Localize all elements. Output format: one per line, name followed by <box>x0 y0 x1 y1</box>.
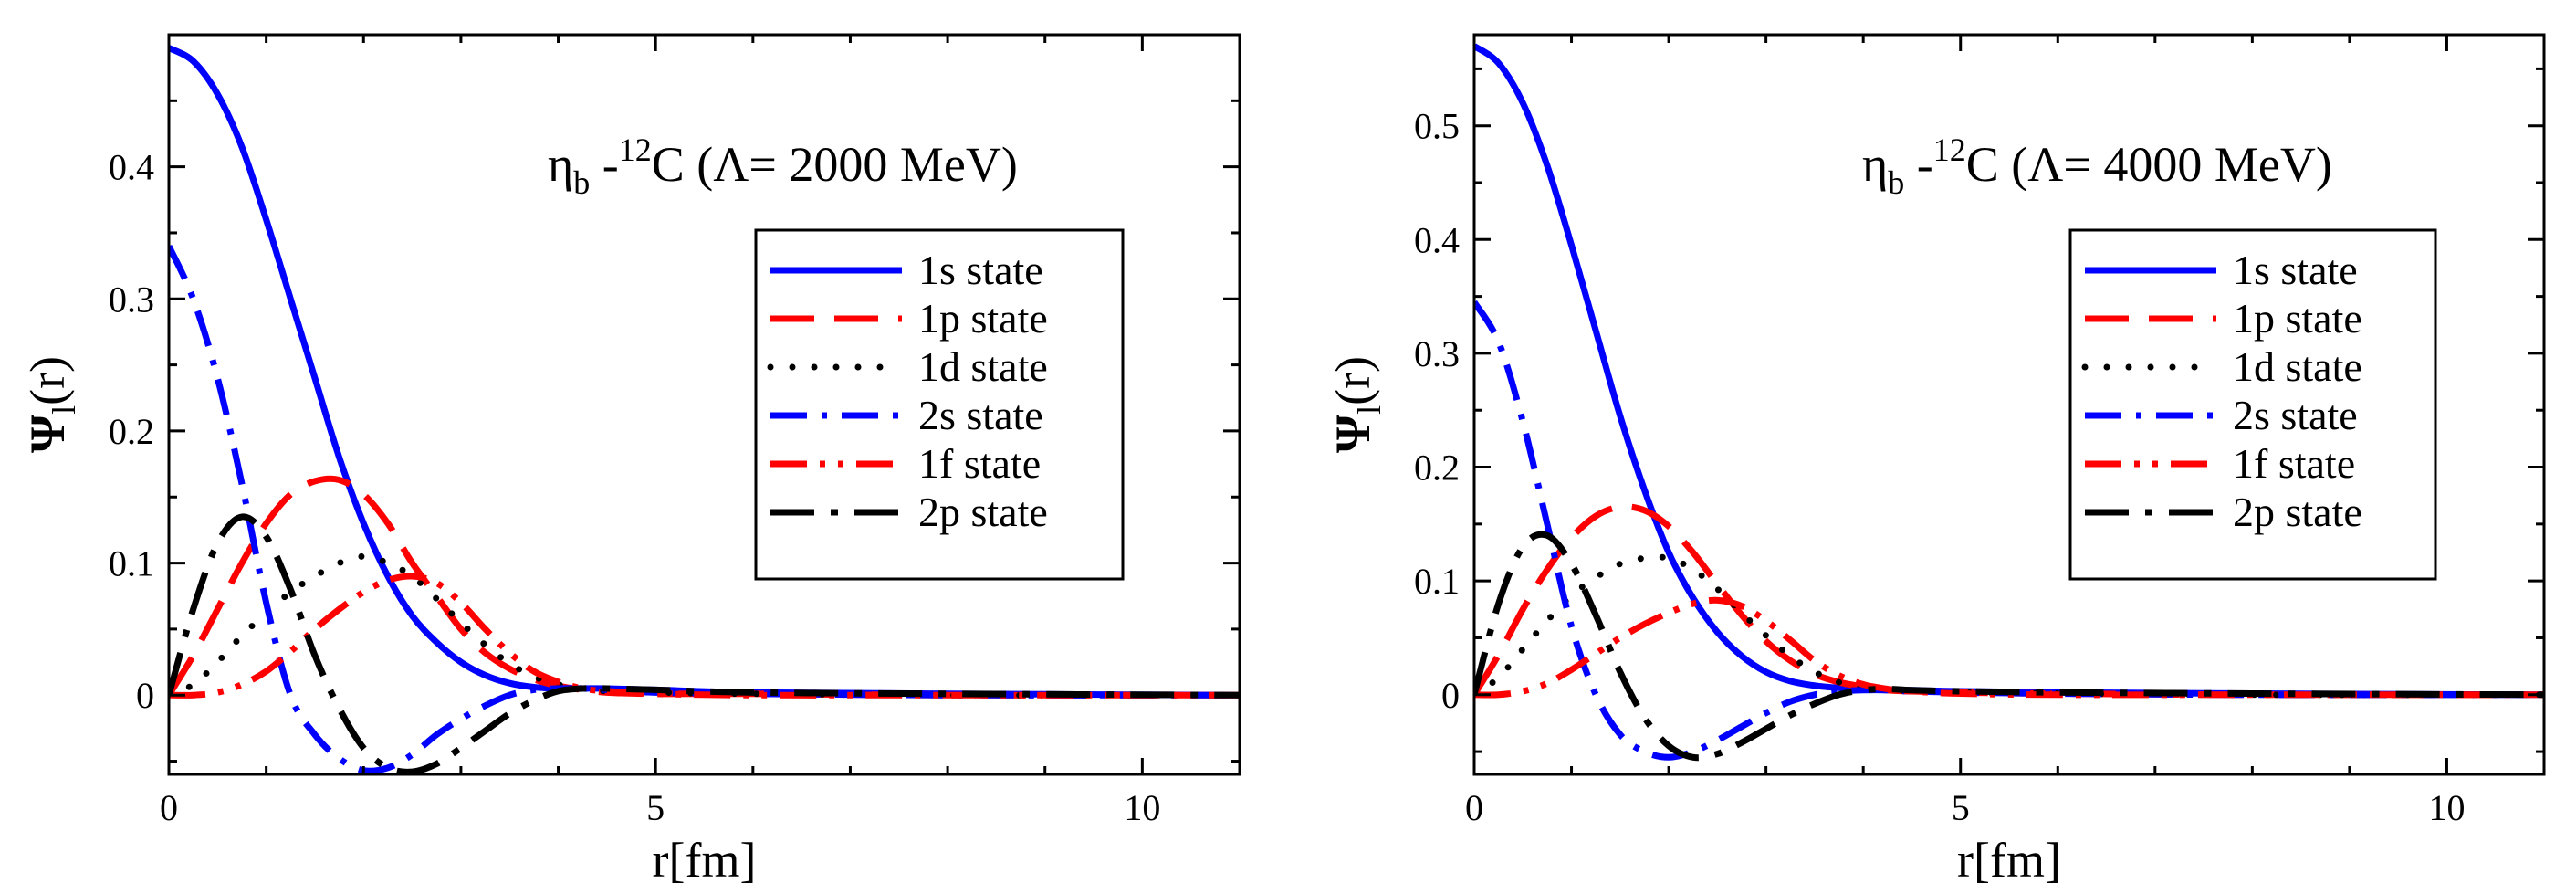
y-tick-label: 0.2 <box>1414 447 1460 489</box>
legend-box <box>754 228 1125 581</box>
y-tick-label: 0.1 <box>109 543 154 584</box>
chart-annotation: ηb -12C (Λ= 4000 MeV) <box>1862 131 2332 201</box>
x-tick-label: 0 <box>1465 787 1483 828</box>
legend-label: 1d state <box>918 343 1048 390</box>
legend-label: 2s state <box>918 392 1043 438</box>
y-tick-label: 0 <box>136 675 154 716</box>
y-axis-label-sub: l <box>1351 405 1387 415</box>
legend-label: 1s state <box>2233 247 2358 293</box>
plot-frame <box>1472 33 2546 776</box>
legend-label: 2p state <box>918 489 1048 535</box>
y-axis-label: Ψl(r) <box>20 356 82 453</box>
y-axis-label-main: Ψ <box>1325 415 1380 453</box>
x-axis-label: r[fm] <box>653 833 757 888</box>
series-line-1f-state <box>1474 596 2544 699</box>
chart-annotation: ηb -12C (Λ= 2000 MeV) <box>548 131 1018 201</box>
y-axis-label-sub: l <box>46 405 82 415</box>
x-tick-label: 5 <box>646 787 665 828</box>
legend-label: 1f state <box>918 440 1041 487</box>
legend-label: 2p state <box>2233 489 2362 535</box>
x-tick-label: 10 <box>2428 787 2465 828</box>
series-line-2p-state <box>169 513 1240 774</box>
chart-panel-1: 0 5 10 0 0.1 0.2 0.3 0.4 r[fm] Ψl(r) ηb -12C (Λ= 2… <box>20 33 1241 888</box>
y-tick-label: 0 <box>1441 675 1460 716</box>
legend-label: 1p state <box>918 295 1048 342</box>
y-axis-label-main: Ψ <box>20 415 75 453</box>
y-axis-label: Ψl(r) <box>1325 356 1387 453</box>
y-tick-label: 0.4 <box>1414 219 1460 260</box>
legend-label: 1s state <box>918 247 1043 293</box>
x-axis-label: r[fm] <box>1957 833 2061 888</box>
y-axis-label-tail: (r) <box>1325 356 1380 405</box>
y-tick-label: 0.4 <box>109 147 154 188</box>
y-tick-label: 0.3 <box>109 279 154 320</box>
series-line-2p-state <box>1474 531 2544 762</box>
chart-panel-2: 0 5 10 0 0.1 0.2 0.3 0.4 0.5 r[fm] Ψl(r) ηb -12C (Λ… <box>1325 33 2546 888</box>
series-line-1f-state <box>169 573 1240 699</box>
x-tick-label: 0 <box>160 787 178 828</box>
y-tick-label: 0.3 <box>1414 333 1460 374</box>
y-tick-label: 0.1 <box>1414 561 1460 602</box>
series-group <box>1474 43 2544 762</box>
legend-label: 1p state <box>2233 295 2362 342</box>
legend-label: 1d state <box>2233 343 2362 390</box>
y-axis-label-tail: (r) <box>20 356 75 405</box>
series-group <box>169 45 1240 774</box>
legend-label: 2s state <box>2233 392 2358 438</box>
legend-box <box>2068 228 2437 581</box>
legend-label: 1f state <box>2233 440 2355 487</box>
y-tick-label: 0.5 <box>1414 106 1460 147</box>
x-tick-label: 10 <box>1124 787 1160 828</box>
y-tick-label: 0.2 <box>109 411 154 452</box>
plot-frame <box>167 33 1241 776</box>
x-tick-label: 5 <box>1952 787 1970 828</box>
